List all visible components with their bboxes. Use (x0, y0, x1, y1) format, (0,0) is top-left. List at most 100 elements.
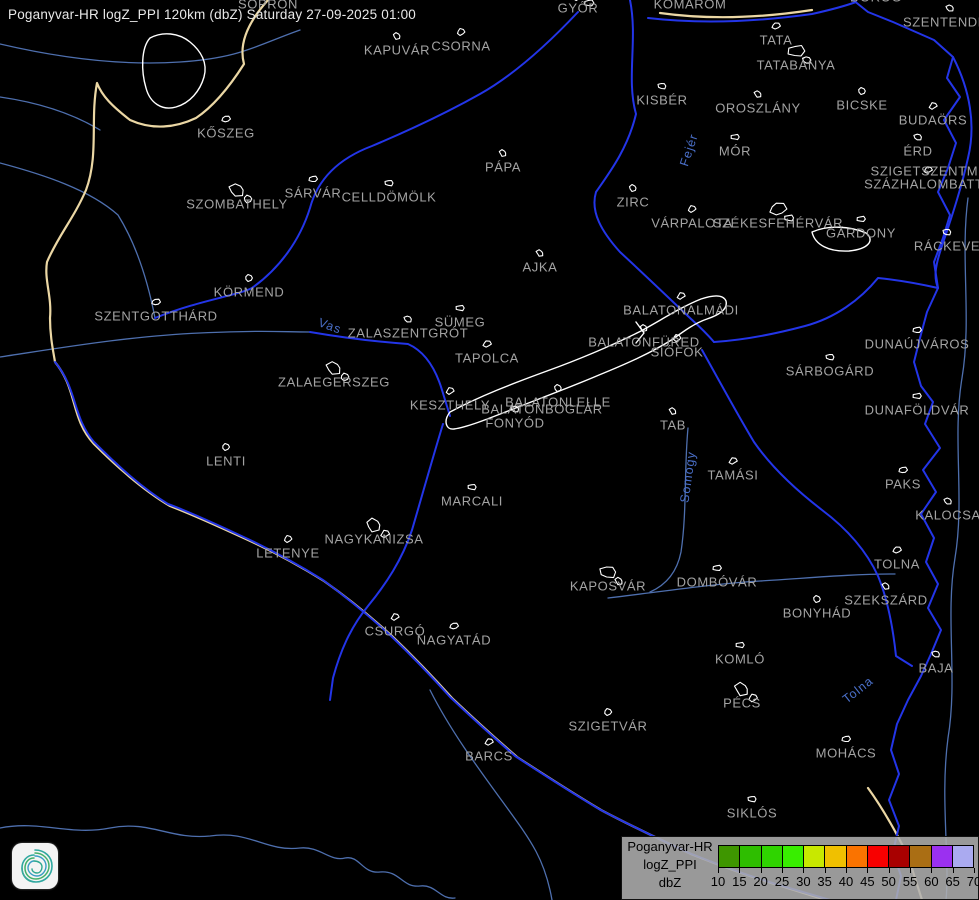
town-outline-kapuvar (392, 32, 401, 40)
town-outline-szekesfehervar (769, 202, 788, 216)
town-outline-csorna (456, 27, 466, 37)
town-outline-nagyatad (449, 622, 460, 630)
town-outline-tata (771, 22, 781, 30)
tihany-peninsula-outline (635, 321, 645, 344)
legend-product-name: logZ_PPI (643, 857, 697, 872)
city-label-balatonlelle: BALATONLELLE (505, 394, 611, 410)
town-outline-kaposvar (599, 566, 617, 579)
town-outline-ajka (535, 249, 544, 257)
town-outline-tab (668, 407, 677, 415)
scale-ticklabel-35: 35 (817, 874, 832, 889)
city-label-tab: TAB (659, 417, 687, 433)
town-outline-zalaegerszeg (340, 372, 350, 382)
town-outline-letenye (283, 534, 293, 544)
city-label-komarom: KOMÁROM (653, 0, 727, 12)
town-outline-kalocsa (943, 497, 952, 505)
city-label-kaposvar: KAPOSVÁR (569, 578, 647, 594)
city-label-balatonalmadi: BALATONALMÁDI (623, 302, 739, 318)
city-label-bonyhad: BONYHÁD (782, 605, 852, 621)
lake-ferto-outline (141, 33, 206, 109)
city-label-komlo: KOMLÓ (715, 651, 765, 667)
city-label-paks: PAKS (884, 476, 922, 492)
scale-tickmark (846, 868, 847, 873)
scale-ticklabel-25: 25 (774, 874, 790, 889)
scale-tickmark (974, 868, 975, 873)
town-outline-nagykanizsa (380, 529, 391, 539)
city-label-dorog: DOROG (850, 0, 902, 5)
lake-balaton-outline (445, 295, 727, 430)
town-outline-zalaszentgrot (403, 315, 412, 323)
dbz-color-25-30 (782, 846, 804, 867)
city-label-sarbogard: SÁRBOGÁRD (785, 363, 875, 379)
city-label-mohacs: MOHÁCS (815, 745, 877, 761)
town-outline-komlo (735, 641, 745, 649)
town-outline-erd (913, 133, 922, 141)
scale-ticklabel-55: 55 (902, 874, 918, 889)
town-outline-mor (730, 133, 740, 141)
town-outline-szentendre (945, 4, 954, 12)
town-outline-pecs (733, 681, 748, 697)
city-label-nagyatad: NAGYATÁD (416, 632, 492, 648)
town-outline-barcs (484, 738, 494, 746)
city-label-siklos: SIKLÓS (726, 805, 778, 821)
storm-spiral-logo (12, 843, 58, 889)
town-outline-gyor (584, 0, 595, 7)
town-outline-rackeve (942, 228, 952, 236)
town-outline-zirc (628, 183, 637, 193)
town-outline-sarbogard (825, 354, 835, 361)
scale-ticklabel-40: 40 (838, 874, 854, 889)
town-outline-siklos (747, 795, 757, 803)
city-label-zalaegerszeg: ZALAEGERSZEG (278, 374, 390, 390)
city-label-bicske: BICSKE (836, 97, 888, 113)
scale-tickmark (867, 868, 869, 873)
scale-ticklabel-15: 15 (732, 874, 747, 889)
city-label-ajka: AJKA (522, 259, 558, 275)
city-label-rackeve: RÁCKEVE (913, 238, 979, 254)
city-label-erd: ÉRD (903, 143, 933, 159)
town-outline-pecs (748, 693, 758, 703)
scale-tickmark (803, 868, 805, 873)
town-outline-szigetvar (604, 707, 613, 717)
dbz-color-35-40 (825, 846, 847, 867)
town-outline-keszthely (445, 387, 455, 395)
lake-outlines (141, 33, 871, 430)
town-outline-szombathely (228, 183, 244, 197)
city-label-szentendre: SZENTENDRE (902, 14, 979, 30)
scale-tickmark (739, 868, 741, 873)
town-outline-szekesfehervar (784, 214, 795, 222)
scale-ticklabel-65: 65 (945, 874, 960, 889)
city-label-szentgotthard: SZENTGOTTHÁRD (94, 308, 218, 324)
city-label-szombathely: SZOMBATHELY (186, 196, 288, 212)
town-outline-baja (931, 650, 940, 658)
town-outline-szombathely (243, 194, 253, 204)
city-label-baja: BAJA (918, 660, 954, 676)
town-outline-balatonalmadi (676, 292, 686, 300)
town-outline-fonyod (510, 405, 520, 413)
city-label-zalaszentgrot: ZALASZENTGRÓT (347, 325, 469, 341)
town-outline-balatonfured (639, 324, 648, 332)
city-label-mor: MÓR (718, 143, 752, 159)
dbz-color-55-60 (910, 846, 932, 867)
town-outline-mohacs (841, 735, 852, 743)
town-outline-kisber (657, 82, 667, 90)
city-label-budaors: BUDAÖRS (898, 112, 968, 128)
city-label-szigetvar: SZIGETVÁR (568, 718, 648, 734)
city-label-siofok: SIÓFOK (650, 344, 704, 360)
city-label-varpalota: VÁRPALOTA (651, 215, 733, 231)
town-outline-sumeg (455, 304, 465, 312)
city-label-nagykanizsa: NAGYKANIZSA (324, 531, 424, 547)
city-label-fonyod: FONYÓD (485, 415, 545, 431)
town-outline-dombovar (712, 564, 722, 572)
town-outline-szekszard (881, 582, 890, 590)
town-outline-koszeg (221, 115, 232, 123)
city-label-balatonfured: BALATONFÜRED (588, 334, 700, 350)
scale-ticklabel-60: 60 (924, 874, 939, 889)
spiral-icon (21, 849, 53, 883)
town-outline-dunafoldvar (912, 392, 922, 400)
scale-tickmark (782, 868, 783, 873)
town-outline-lenti (222, 442, 231, 452)
city-label-celldomolk: CELLDÖMÖLK (341, 189, 437, 205)
legend-titles: Poganyvar-HR logZ_PPI dbZ (622, 837, 718, 891)
